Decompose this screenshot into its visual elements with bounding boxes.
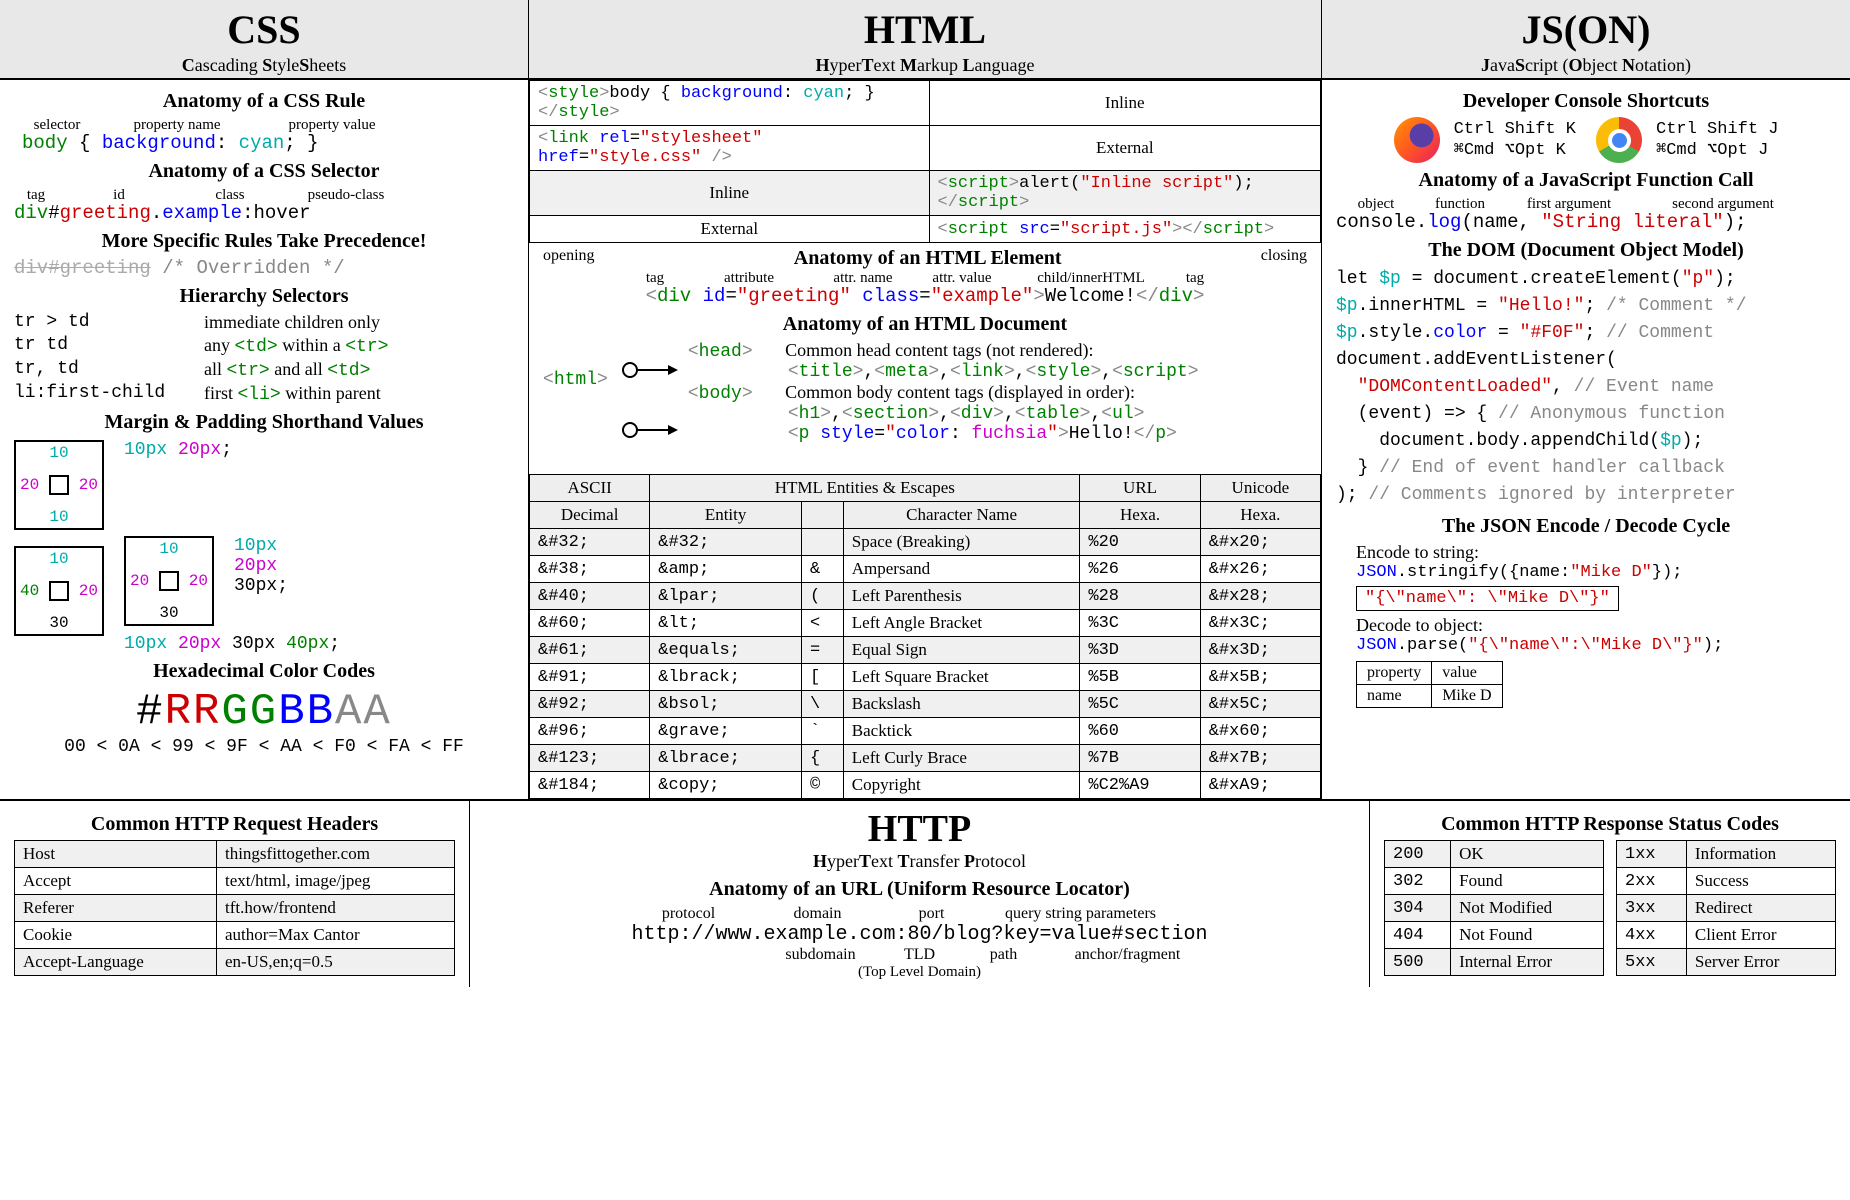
firefox-icon — [1394, 117, 1440, 163]
tree-connector-icon — [618, 340, 678, 470]
html-title: HTML — [529, 6, 1321, 53]
json-string-result: "{\"name\": \"Mike D\"}" — [1356, 586, 1619, 611]
url-code: http://www.example.com:80/blog?key=value… — [484, 923, 1355, 946]
http-title: HTTP — [484, 807, 1355, 851]
http-row: Common HTTP Request Headers Hostthingsfi… — [0, 801, 1850, 987]
entity-row: &#91;&lbrack;[Left Square Bracket%5B&#x5… — [530, 664, 1321, 691]
status-row: 500Internal Error — [1385, 949, 1604, 976]
status-row: 2xxSuccess — [1617, 868, 1836, 895]
margin-title: Margin & Padding Shorthand Values — [14, 411, 514, 434]
js-subtitle: JavaScript (Object Notation) — [1322, 55, 1850, 76]
json-result-table: propertyvalue nameMike D — [1356, 661, 1503, 708]
request-header-row: Cookieauthor=Max Cantor — [15, 922, 455, 949]
entity-row: &#96;&grave;`Backtick%60&#x60; — [530, 718, 1321, 745]
entity-row: &#40;&lpar;(Left Parenthesis%28&#x28; — [530, 583, 1321, 610]
hex-order: 00 < 0A < 99 < 9F < AA < F0 < FA < FF — [14, 737, 514, 757]
status-row: 1xxInformation — [1617, 841, 1836, 868]
html-column: HTML HyperText Markup Language <style>bo… — [529, 0, 1322, 799]
entity-row: &#38;&amp;&Ampersand%26&#x26; — [530, 556, 1321, 583]
html-header: HTML HyperText Markup Language — [529, 0, 1321, 80]
shorthand-box-4: 10302040 — [14, 546, 104, 636]
js-title: JS(ON) — [1322, 6, 1850, 53]
css-rule-title: Anatomy of a CSS Rule — [14, 90, 514, 113]
css-selector-title: Anatomy of a CSS Selector — [14, 160, 514, 183]
status-row: 404Not Found — [1385, 922, 1604, 949]
css-selector-code: div#greeting.example:hover — [14, 202, 514, 224]
precedence-title: More Specific Rules Take Precedence! — [14, 230, 514, 253]
shorthand-box-2: 10102020 — [14, 440, 104, 530]
status-row: 200OK — [1385, 841, 1604, 868]
status-row: 302Found — [1385, 868, 1604, 895]
hierarchy-row: tr tdany <td> within a <tr> — [14, 335, 514, 357]
status-row: 3xxRedirect — [1617, 895, 1836, 922]
chrome-icon — [1596, 117, 1642, 163]
html-subtitle: HyperText Markup Language — [529, 55, 1321, 76]
hierarchy-row: li:first-childfirst <li> within parent — [14, 383, 514, 405]
dom-code-block: let $p = document.createElement("p"); $p… — [1336, 266, 1836, 509]
entity-row: &#123;&lbrace;{Left Curly Brace%7B&#x7B; — [530, 745, 1321, 772]
html-include-table: <style>body { background: cyan; }</style… — [529, 80, 1321, 243]
shorthand-box-3: 10302020 — [124, 536, 214, 626]
hierarchy-title: Hierarchy Selectors — [14, 285, 514, 308]
status-row: 304Not Modified — [1385, 895, 1604, 922]
css-subtitle: Cascading StyleSheets — [0, 55, 528, 76]
json-stringify-code: JSON.stringify({name:"Mike D"}); — [1356, 563, 1836, 582]
http-subtitle: HyperText Transfer Protocol — [484, 851, 1355, 872]
entities-table: ASCIIHTML Entities & EscapesURLUnicode D… — [529, 474, 1321, 799]
js-header: JS(ON) JavaScript (Object Notation) — [1322, 0, 1850, 80]
hierarchy-row: tr, tdall <tr> and all <td> — [14, 359, 514, 381]
cheatsheet-page: CSS Cascading StyleSheets Anatomy of a C… — [0, 0, 1850, 987]
entity-row: &#184;&copy;©Copyright%C2%A9&#xA9; — [530, 772, 1321, 799]
request-headers-table: Hostthingsfittogether.comAccepttext/html… — [14, 840, 455, 976]
css-title: CSS — [0, 6, 528, 53]
css-column: CSS Cascading StyleSheets Anatomy of a C… — [0, 0, 529, 799]
entity-row: &#92;&bsol;\Backslash%5C&#x5C; — [530, 691, 1321, 718]
js-func-code: console.log(name, "String literal"); — [1336, 211, 1836, 233]
json-parse-code: JSON.parse("{\"name\":\"Mike D\"}"); — [1356, 636, 1836, 655]
hex-title: Hexadecimal Color Codes — [14, 660, 514, 683]
hierarchy-row: tr > tdimmediate children only — [14, 312, 514, 333]
request-header-row: Hostthingsfittogether.com — [15, 841, 455, 868]
status-codes-table: 200OK302Found304Not Modified404Not Found… — [1384, 840, 1604, 976]
status-row: 5xxServer Error — [1617, 949, 1836, 976]
request-header-row: Accepttext/html, image/jpeg — [15, 868, 455, 895]
entity-row: &#32;&#32; Space (Breaking)%20&#x20; — [530, 529, 1321, 556]
hex-code: #RRGGBBAA — [14, 687, 514, 737]
request-header-row: Accept-Languageen-US,en;q=0.5 — [15, 949, 455, 976]
css-rule-code: body { background: cyan; } — [14, 132, 514, 154]
css-header: CSS Cascading StyleSheets — [0, 0, 528, 80]
precedence-code: div#greeting /* Overridden */ — [14, 257, 514, 279]
status-row: 4xxClient Error — [1617, 922, 1836, 949]
html-element-code: <div id="greeting" class="example">Welco… — [543, 285, 1307, 307]
entity-row: &#61;&equals;=Equal Sign%3D&#x3D; — [530, 637, 1321, 664]
js-column: JS(ON) JavaScript (Object Notation) Deve… — [1322, 0, 1850, 799]
request-header-row: Referertft.how/frontend — [15, 895, 455, 922]
status-ranges-table: 1xxInformation2xxSuccess3xxRedirect4xxCl… — [1616, 840, 1836, 976]
entity-row: &#60;&lt;<Left Angle Bracket%3C&#x3C; — [530, 610, 1321, 637]
